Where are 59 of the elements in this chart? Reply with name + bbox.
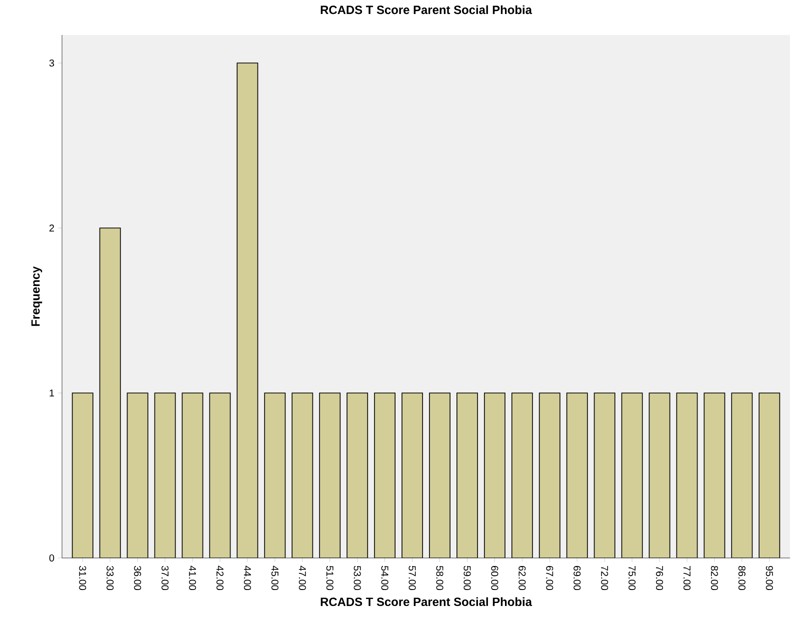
bar — [402, 392, 423, 558]
bar — [456, 392, 478, 558]
y-axis-title: Frequency — [31, 266, 42, 326]
y-tick-label: 0 — [49, 554, 54, 562]
x-tick-label: 53.00 — [354, 566, 361, 590]
x-tick-label: 41.00 — [188, 566, 196, 590]
x-tick-label: 51.00 — [326, 566, 334, 590]
bar — [292, 392, 314, 558]
x-tick-label: 57.00 — [408, 566, 416, 590]
bar — [99, 228, 121, 558]
y-tick-label: 3 — [49, 60, 54, 67]
x-tick-label: 77.00 — [683, 566, 691, 590]
x-tick-label: 45.00 — [271, 566, 278, 590]
x-tick-label: 82.00 — [710, 566, 718, 590]
bar — [758, 392, 780, 558]
bar — [429, 392, 450, 558]
x-tick-label: 67.00 — [546, 566, 554, 590]
x-tick-label: 33.00 — [106, 566, 114, 590]
x-tick-label: 47.00 — [298, 566, 306, 590]
bar — [511, 392, 533, 558]
x-tick-label: 42.00 — [216, 566, 224, 590]
y-tick-label: 1 — [50, 390, 54, 396]
bar — [346, 392, 368, 558]
x-tick-label: 86.00 — [738, 566, 746, 590]
x-tick-label: 58.00 — [436, 566, 444, 590]
bar — [319, 392, 341, 558]
x-tick-label: 37.00 — [162, 566, 169, 590]
x-tick-label: 76.00 — [656, 566, 664, 590]
bar — [126, 392, 148, 558]
bar — [209, 392, 231, 558]
chart-title: RCADS T Score Parent Social Phobia — [320, 5, 532, 14]
bar — [621, 392, 643, 558]
x-tick-label: 59.00 — [464, 566, 471, 590]
bar — [484, 392, 506, 558]
x-tick-label: 72.00 — [601, 566, 608, 590]
bar — [236, 62, 258, 558]
x-tick-label: 69.00 — [574, 566, 581, 590]
x-tick-label: 36.00 — [134, 566, 142, 590]
bar — [182, 392, 204, 558]
x-tick-label: 62.00 — [518, 566, 526, 590]
bar — [731, 392, 753, 558]
bar — [154, 392, 176, 558]
x-tick-label: 31.00 — [79, 566, 86, 590]
bar — [676, 392, 698, 558]
x-tick-label: 54.00 — [381, 566, 388, 590]
x-tick-label: 60.00 — [491, 566, 498, 590]
x-tick-label: 95.00 — [766, 566, 773, 590]
bar — [704, 392, 726, 558]
bar — [264, 392, 286, 558]
bar — [72, 392, 94, 558]
x-axis-title: RCADS T Score Parent Social Phobia — [320, 597, 532, 606]
bar — [594, 392, 616, 558]
bar — [374, 392, 396, 558]
x-tick-label: 44.00 — [244, 566, 251, 590]
bar — [538, 392, 560, 558]
y-tick-label: 2 — [49, 224, 54, 232]
x-tick-label: 75.00 — [628, 566, 636, 590]
bar — [648, 392, 670, 558]
bar — [566, 392, 588, 558]
